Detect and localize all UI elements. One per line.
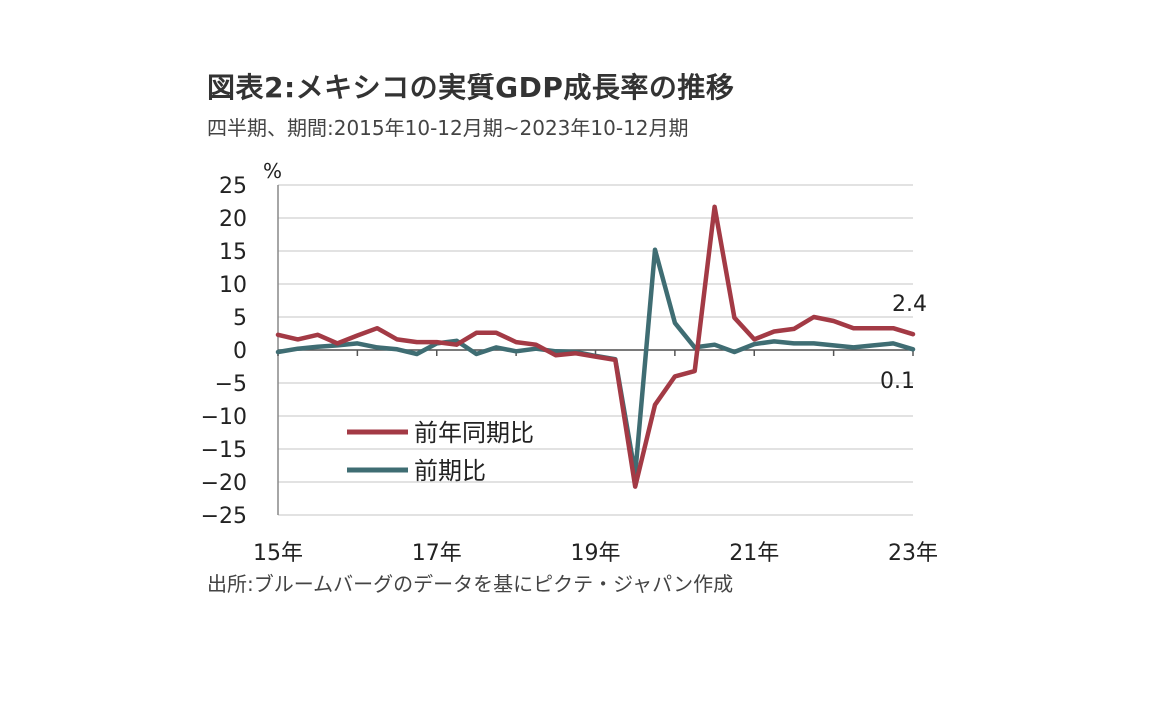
- x-tick-label: 17年: [412, 541, 462, 566]
- y-tick-label: −10: [201, 405, 247, 430]
- x-tick-label: 19年: [571, 541, 621, 566]
- y-tick-label: 25: [219, 174, 247, 199]
- y-tick-label: 0: [233, 339, 247, 364]
- source-note: 出所:ブルームバーグのデータを基にピクテ・ジャパン作成: [207, 572, 734, 596]
- chart-title: 図表2:メキシコの実質GDP成長率の推移: [207, 71, 735, 104]
- x-tick-label: 23年: [888, 541, 938, 566]
- y-unit-label: %: [263, 159, 282, 183]
- y-tick-label: 10: [219, 273, 247, 298]
- series-lines: [275, 204, 916, 489]
- legend-label: 前年同期比: [414, 419, 534, 447]
- y-axis: 25 20 15 10 5 0 −5 −10 −15 −20 −25%: [201, 159, 282, 529]
- end-label-yoy: 2.4: [892, 292, 927, 317]
- y-tick-label: 5: [233, 306, 247, 331]
- y-tick-label: −15: [201, 438, 247, 463]
- chart-subtitle: 四半期、期間:2015年10-12月期~2023年10-12月期: [207, 116, 689, 140]
- end-labels: 2.4 0.1: [880, 292, 927, 394]
- y-tick-label: −5: [215, 372, 247, 397]
- x-tick-label: 21年: [729, 541, 779, 566]
- y-tick-label: 20: [219, 207, 247, 232]
- series-line-yoy: [275, 204, 916, 489]
- legend-label: 前期比: [414, 457, 486, 485]
- y-tick-label: 15: [219, 240, 247, 265]
- y-tick-label: −25: [201, 504, 247, 529]
- y-tick-label: −20: [201, 471, 247, 496]
- x-tick-label: 15年: [253, 541, 303, 566]
- end-label-qoq: 0.1: [880, 369, 915, 394]
